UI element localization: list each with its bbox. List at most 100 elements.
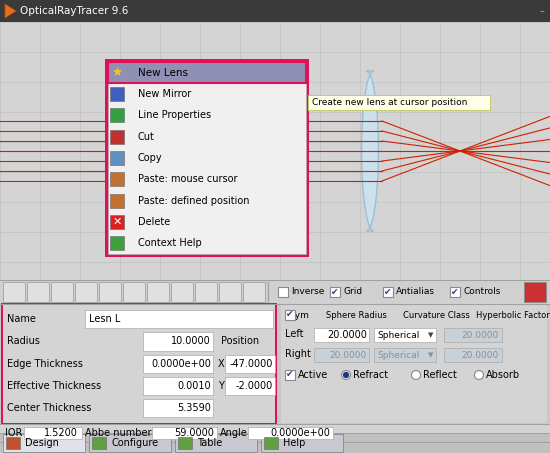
Bar [27, 282, 49, 302]
Bar [314, 348, 369, 362]
Bar [110, 236, 124, 251]
Text: ✔: ✔ [451, 288, 459, 297]
Bar [143, 377, 213, 395]
Bar [3, 434, 85, 452]
Bar [110, 215, 124, 229]
Text: 10.0000: 10.0000 [171, 337, 211, 347]
Text: Curvature Class: Curvature Class [403, 310, 470, 319]
Bar [175, 434, 257, 452]
Bar [3, 305, 275, 423]
Text: Right: Right [285, 349, 311, 359]
Text: Help: Help [283, 438, 305, 448]
Bar [1, 303, 277, 425]
Text: ✔: ✔ [286, 371, 294, 380]
Text: Y: Y [218, 381, 224, 391]
Text: New Mirror: New Mirror [138, 89, 191, 99]
Text: ✔: ✔ [286, 310, 294, 319]
Text: 20.0000: 20.0000 [330, 351, 367, 360]
Circle shape [344, 372, 349, 377]
Text: Abbe number: Abbe number [85, 428, 151, 438]
Text: Lesn L: Lesn L [89, 314, 120, 324]
Text: Name: Name [7, 314, 36, 324]
Text: X: X [218, 359, 224, 369]
Text: Sym: Sym [289, 310, 309, 319]
Text: ▼: ▼ [428, 352, 434, 358]
Text: Inverse: Inverse [291, 288, 324, 297]
Text: 59.0000: 59.0000 [174, 428, 214, 438]
Text: Design: Design [25, 438, 59, 448]
Bar [178, 437, 192, 449]
Text: ★: ★ [111, 66, 123, 79]
Text: 0.0010: 0.0010 [177, 381, 211, 391]
Bar [143, 399, 213, 417]
Text: Paste: mouse cursor: Paste: mouse cursor [138, 174, 238, 184]
Bar [143, 355, 213, 373]
Text: -2.0000: -2.0000 [236, 381, 273, 391]
Bar [264, 437, 278, 449]
Bar [278, 287, 288, 297]
Bar [110, 172, 124, 186]
Bar [243, 282, 265, 302]
Bar [123, 282, 145, 302]
Bar [225, 377, 275, 395]
Text: Cut: Cut [138, 132, 155, 142]
Text: Paste: defined position: Paste: defined position [138, 196, 250, 206]
Polygon shape [5, 4, 16, 18]
Text: ✔: ✔ [331, 288, 339, 297]
Text: Hyperbolic Factor: Hyperbolic Factor [476, 310, 550, 319]
Text: 0.0000e+00: 0.0000e+00 [270, 428, 330, 438]
Text: Sphere Radius: Sphere Radius [326, 310, 387, 319]
Bar [524, 282, 546, 302]
Bar [108, 62, 306, 83]
Text: 5.3590: 5.3590 [177, 403, 211, 413]
Bar [108, 62, 306, 254]
Bar [99, 282, 121, 302]
Text: Edge Thickness: Edge Thickness [7, 359, 83, 369]
Text: 20.0000: 20.0000 [462, 351, 499, 360]
Bar [89, 434, 171, 452]
Bar [308, 95, 490, 110]
Text: Left: Left [285, 329, 304, 339]
Bar [51, 282, 73, 302]
Bar [110, 130, 124, 144]
Bar [314, 328, 369, 342]
Bar [24, 427, 82, 439]
Bar [219, 282, 241, 302]
Text: –: – [540, 6, 544, 16]
Bar [110, 87, 124, 101]
Bar [374, 348, 436, 362]
Text: Effective Thickness: Effective Thickness [7, 381, 101, 391]
Bar [147, 282, 169, 302]
Bar [110, 151, 124, 165]
Bar [281, 305, 547, 423]
Bar [374, 328, 436, 342]
Bar [444, 348, 502, 362]
Bar [143, 332, 213, 351]
Text: Configure: Configure [111, 438, 158, 448]
Text: Position: Position [221, 337, 259, 347]
Circle shape [475, 371, 483, 380]
Text: Reflect: Reflect [423, 370, 457, 380]
Text: Controls: Controls [463, 288, 500, 297]
Text: Active: Active [298, 370, 328, 380]
Bar [0, 280, 550, 304]
Text: Antialias: Antialias [396, 288, 435, 297]
Bar [3, 282, 25, 302]
Text: 1.5200: 1.5200 [44, 428, 78, 438]
Bar [171, 282, 193, 302]
Text: -47.0000: -47.0000 [230, 359, 273, 369]
Bar [383, 287, 393, 297]
Bar [0, 433, 550, 453]
Bar [108, 62, 306, 83]
Bar [248, 427, 333, 439]
Bar [0, 22, 550, 280]
Text: Delete: Delete [138, 217, 170, 227]
Text: Spherical: Spherical [377, 331, 419, 339]
Bar [110, 108, 124, 122]
Text: Absorb: Absorb [486, 370, 520, 380]
Bar [110, 194, 124, 207]
Bar [92, 437, 106, 449]
Polygon shape [361, 71, 378, 231]
Bar [75, 282, 97, 302]
Bar [285, 310, 295, 320]
